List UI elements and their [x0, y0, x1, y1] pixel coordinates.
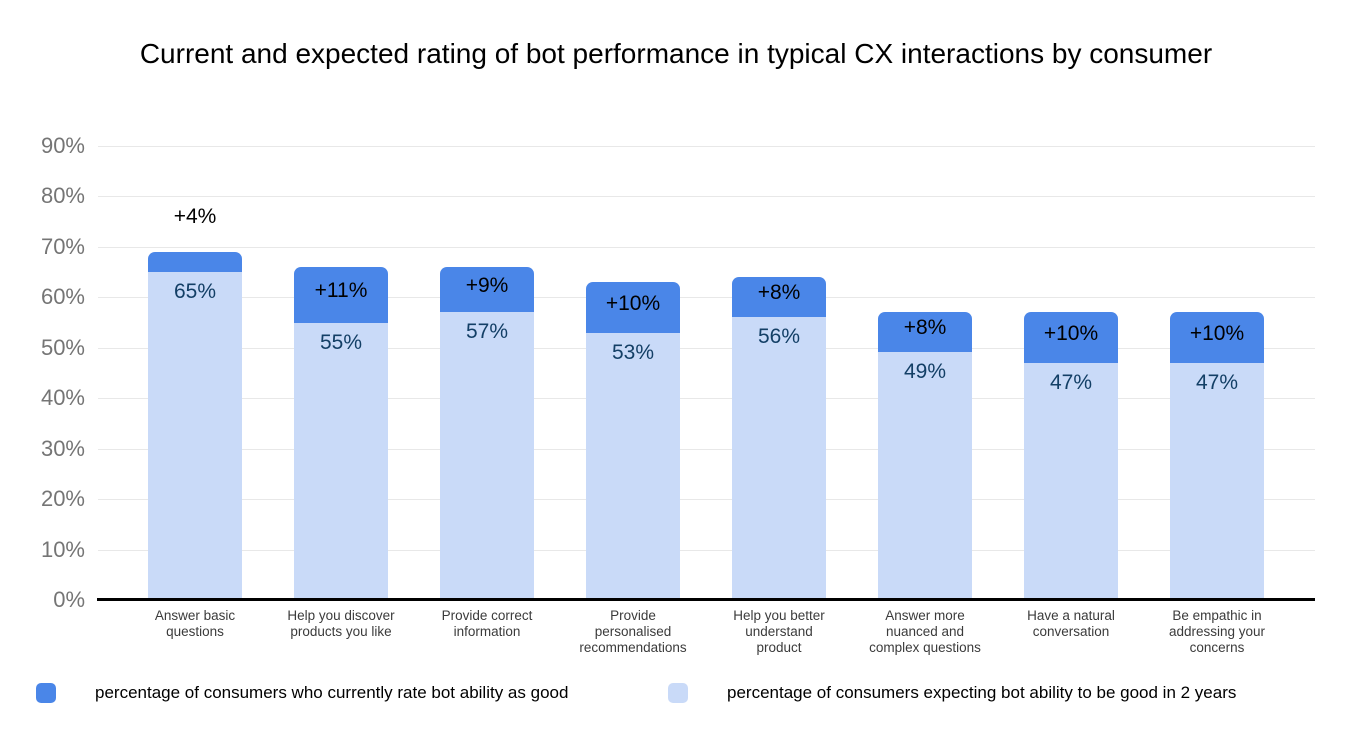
- gridline: [98, 398, 1315, 399]
- gridline: [98, 449, 1315, 450]
- category-label: Help you discover products you like: [287, 608, 395, 639]
- bar-value-label: 49%: [903, 360, 947, 383]
- bar-group[interactable]: +8% 56%: [732, 277, 826, 600]
- bar-segment-current[interactable]: +10%: [586, 282, 680, 333]
- gridline: [98, 297, 1315, 298]
- y-tick-label: 0%: [53, 587, 85, 612]
- bar-group[interactable]: +10% 53%: [586, 282, 680, 601]
- bar-value-label: 65%: [173, 280, 217, 303]
- bar-group[interactable]: +9% 57%: [440, 267, 534, 600]
- bar-value-label: 57%: [465, 320, 509, 343]
- bar-group[interactable]: +11% 55%: [294, 267, 388, 601]
- y-tick-label: 20%: [40, 486, 85, 511]
- bar-value-label: 47%: [1049, 371, 1093, 394]
- y-tick-label: 30%: [40, 436, 85, 461]
- legend-swatch-current-icon: [36, 682, 56, 703]
- bar-delta-label: +4%: [173, 205, 217, 228]
- bar-delta-label: +10%: [1189, 321, 1245, 345]
- y-tick-label: 60%: [40, 284, 85, 309]
- gridline: [98, 499, 1315, 500]
- bar-segment-current[interactable]: +9%: [440, 267, 534, 312]
- bar-group[interactable]: +10% 47%: [1170, 312, 1264, 600]
- bar-delta-label: +10%: [605, 291, 661, 315]
- category-label: Answer more nuanced and complex question…: [869, 608, 981, 655]
- bar-segment-expected[interactable]: 57%: [440, 312, 534, 600]
- category-label: Provide correct information: [441, 608, 533, 639]
- bar-segment-expected[interactable]: 55%: [294, 323, 388, 601]
- bar-segment-current[interactable]: +8%: [878, 312, 972, 352]
- category-label: Provide personalised recommendations: [579, 608, 687, 655]
- bar-delta-label: +9%: [465, 273, 509, 297]
- bar-delta-label: +10%: [1043, 321, 1099, 345]
- bar-value-label: 47%: [1195, 371, 1239, 394]
- bar-delta-label: +8%: [903, 316, 947, 339]
- gridline: [98, 247, 1315, 248]
- bar-value-label: 53%: [611, 341, 655, 364]
- bar-segment-expected[interactable]: 56%: [732, 317, 826, 600]
- gridline: [98, 196, 1315, 197]
- legend-item-current: percentage of consumers who currently ra…: [36, 682, 568, 703]
- bar-segment-current[interactable]: +10%: [1024, 312, 1118, 363]
- legend-label-current: percentage of consumers who currently ra…: [95, 683, 569, 702]
- bar-segment-current[interactable]: +4%: [148, 205, 242, 272]
- bar-group[interactable]: +10% 47%: [1024, 312, 1118, 600]
- legend-item-expected: percentage of consumers expecting bot ab…: [668, 682, 1236, 703]
- bar-segment-expected[interactable]: 47%: [1170, 363, 1264, 600]
- x-axis-baseline: [97, 598, 1315, 601]
- bar-segment-expected[interactable]: 47%: [1024, 363, 1118, 600]
- gridline: [98, 550, 1315, 551]
- bar-delta-label: +8%: [757, 281, 801, 304]
- y-tick-label: 50%: [40, 335, 85, 360]
- y-tick-label: 70%: [40, 234, 85, 259]
- y-tick-label: 10%: [40, 537, 85, 562]
- gridline: [98, 146, 1315, 147]
- bar-segment-expected[interactable]: 53%: [586, 333, 680, 601]
- category-label: Be empathic in addressing your concerns: [1168, 608, 1266, 655]
- category-label: Answer basic questions: [154, 608, 236, 639]
- bar-segment-expected[interactable]: 49%: [878, 352, 972, 599]
- bar-group[interactable]: +4% 65%: [148, 205, 242, 600]
- bar-segment-current[interactable]: +10%: [1170, 312, 1264, 363]
- bar-segment-current[interactable]: +11%: [294, 267, 388, 323]
- category-label: Have a natural conversation: [1027, 608, 1115, 639]
- bar-value-label: 55%: [319, 331, 363, 354]
- bar-delta-label: +11%: [314, 279, 368, 302]
- y-tick-label: 40%: [40, 385, 85, 410]
- gridline: [98, 348, 1315, 349]
- bar-group[interactable]: +8% 49%: [878, 312, 972, 600]
- bar-segment-current[interactable]: +8%: [732, 277, 826, 317]
- category-label: Help you better understand product: [733, 608, 825, 655]
- y-tick-label: 90%: [40, 133, 85, 158]
- bar-value-label: 56%: [757, 325, 801, 348]
- bar-segment-expected[interactable]: 65%: [148, 272, 242, 600]
- y-tick-label: 80%: [40, 183, 85, 208]
- legend-swatch-expected-icon: [668, 682, 688, 703]
- legend-label-expected: percentage of consumers expecting bot ab…: [727, 683, 1237, 702]
- chart-title: Current and expected rating of bot perfo…: [139, 38, 1213, 69]
